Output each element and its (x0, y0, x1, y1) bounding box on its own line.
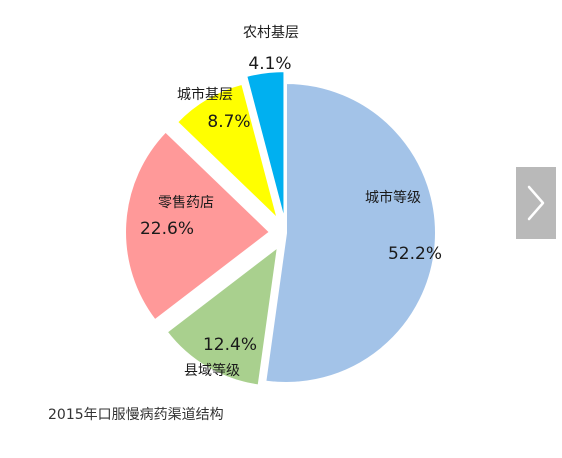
pie-slices (124, 70, 437, 387)
slice-value-label: 8.7% (207, 112, 250, 132)
slice-value-label: 52.2% (388, 244, 442, 264)
slice-value-label: 4.1% (248, 54, 291, 74)
slice-value-label: 22.6% (140, 219, 194, 239)
slice-value-label: 12.4% (203, 335, 257, 355)
pie-slice (264, 81, 437, 384)
pie-slice (124, 130, 272, 322)
chevron-right-icon (527, 185, 545, 221)
chart-caption: 2015年口服慢病药渠道结构 (48, 407, 224, 423)
pie-labels: 城市等级 52.2% 县域等级 12.4% 零售药店 22.6% 城市基层 8.7% 农村基层 4… (140, 24, 442, 379)
pie-slice (165, 244, 280, 387)
slice-label: 城市基层 (177, 86, 233, 103)
pie-slice (175, 82, 280, 223)
pie-slice (245, 70, 286, 222)
slice-label: 零售药店 (158, 195, 214, 211)
next-slide-button[interactable] (516, 167, 556, 239)
slice-label: 县域等级 (184, 362, 240, 379)
slice-label: 农村基层 (243, 24, 299, 41)
slice-label: 城市等级 (365, 189, 421, 206)
